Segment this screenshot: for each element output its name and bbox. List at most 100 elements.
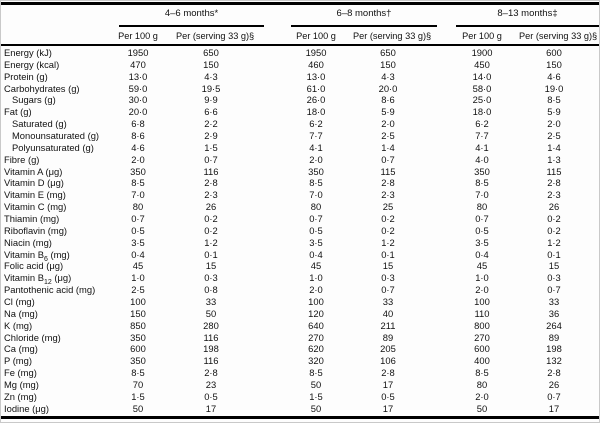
cell-value: 20·0 [128, 106, 148, 118]
cell-value: 0·5 [131, 224, 145, 236]
row-label: K (mg) [4, 319, 33, 331]
cell-value: 150 [203, 58, 219, 70]
cell-value: 116 [203, 165, 219, 177]
cell-value: 320 [308, 355, 324, 367]
column-group-header-6-8-months: 6–8 months† [336, 8, 392, 19]
cell-value: 58·0 [472, 82, 492, 94]
cell-value: 460 [308, 58, 324, 70]
cell-value: 13·0 [306, 70, 326, 82]
column-header-per100g: Per 100 g [296, 31, 336, 41]
table-row: Cl (mg) 100 33 100 33 100 33 [1, 296, 599, 308]
cell-value: 2·0 [475, 390, 489, 402]
table-row: Energy (kcal) 470 150 460 150 450 150 [1, 58, 599, 71]
cell-value: 20·0 [378, 82, 398, 94]
row-label: Sugars (g) [12, 94, 56, 106]
cell-value: 150 [546, 58, 562, 70]
cell-value: 2·8 [204, 177, 218, 189]
table-row: Riboflavin (mg) 0·5 0·2 0·5 0·2 0·5 0·2 [1, 224, 599, 237]
cell-value: 2·3 [381, 189, 395, 201]
cell-value: 0·7 [309, 213, 323, 225]
cell-value: 26 [548, 201, 560, 213]
cell-value: 0·1 [547, 248, 561, 260]
table-row: Vitamin C (mg) 80 26 80 25 80 26 [1, 201, 599, 213]
cell-value: 2·8 [381, 367, 395, 379]
cell-value: 18·0 [306, 106, 326, 118]
cell-value: 0·2 [547, 213, 561, 225]
row-label: Vitamin A (μg) [4, 165, 63, 177]
table-row: Energy (kJ) 1950 650 1950 650 1900 600 [1, 47, 599, 59]
cell-value: 7·0 [131, 189, 145, 201]
cell-value: 100 [130, 296, 146, 308]
row-label: Vitamin E (mg) [4, 189, 66, 201]
cell-value: 89 [382, 331, 394, 343]
cell-value: 8·5 [131, 177, 145, 189]
cell-value: 33 [548, 296, 560, 308]
cell-value: 40 [382, 307, 394, 319]
column-group-header-4-6-months: 4–6 months* [164, 8, 219, 19]
header-divider-rule [1, 44, 599, 46]
cell-value: 115 [546, 165, 562, 177]
cell-value: 2·8 [547, 367, 561, 379]
row-label: Mg (mg) [4, 379, 39, 391]
cell-value: 6·8 [131, 118, 145, 130]
column-group-header-8-13-months: 8–13 months‡ [497, 8, 558, 19]
cell-value: 350 [130, 355, 146, 367]
cell-value: 9·9 [204, 94, 218, 106]
cell-value: 120 [308, 307, 324, 319]
cell-value: 3·5 [131, 236, 145, 248]
table-row: Vitamin A (μg) 350 116 350 115 350 115 [1, 165, 599, 178]
row-label: Energy (kJ) [4, 47, 52, 58]
cell-value: 26·0 [306, 94, 326, 106]
cell-value: 45 [132, 260, 144, 272]
cell-value: 5·9 [547, 106, 561, 118]
table-row: Saturated (g) 6·8 2·2 6·2 2·0 6·2 2·0 [1, 118, 599, 130]
cell-value: 620 [308, 343, 324, 355]
cell-value: 6·6 [204, 106, 218, 118]
cell-value: 17 [205, 402, 217, 414]
table-row: Fat (g) 20·0 6·6 18·0 5·9 18·0 5·9 [1, 106, 599, 118]
cell-value: 0·5 [475, 224, 489, 236]
row-label: Folic acid (μg) [4, 260, 64, 272]
cell-value: 18·0 [472, 106, 492, 118]
cell-value: 8·5 [475, 367, 489, 379]
cell-value: 132 [546, 355, 562, 367]
cell-value: 19·0 [544, 82, 564, 94]
cell-value: 7·7 [309, 130, 323, 142]
row-label: Na (mg) [4, 307, 38, 319]
cell-value: 800 [474, 319, 490, 331]
cell-value: 115 [380, 165, 396, 177]
table-row: Fe (mg) 8·5 2·8 8·5 2·8 8·5 2·8 [1, 367, 599, 379]
table-row: P (mg) 350 116 320 106 400 132 [1, 355, 599, 367]
cell-value: 2·3 [547, 189, 561, 201]
cell-value: 5·9 [381, 106, 395, 118]
table-row: Folic acid (μg) 45 15 45 15 45 15 [1, 260, 599, 272]
cell-value: 270 [308, 331, 324, 343]
cell-value: 1·0 [131, 272, 145, 284]
cell-value: 45 [310, 260, 322, 272]
column-header-per-serving: Per (serving 33 g)§ [519, 31, 598, 41]
cell-value: 0·2 [547, 224, 561, 236]
column-header-per100g: Per 100 g [118, 31, 158, 41]
cell-value: 350 [130, 165, 146, 177]
cell-value: 1900 [471, 47, 493, 58]
cell-value: 0·2 [204, 213, 218, 225]
cell-value: 650 [203, 47, 219, 58]
row-label: Monounsaturated (g) [12, 130, 100, 142]
cell-value: 2·0 [309, 153, 323, 165]
cell-value: 1·5 [204, 141, 218, 153]
cell-value: 4·1 [309, 141, 323, 153]
cell-value: 0·7 [204, 153, 218, 165]
cell-value: 4·0 [475, 153, 489, 165]
cell-value: 100 [308, 296, 324, 308]
cell-value: 80 [310, 201, 322, 213]
cell-value: 50 [310, 379, 322, 391]
cell-value: 1950 [305, 47, 327, 58]
cell-value: 640 [308, 319, 324, 331]
cell-value: 116 [203, 331, 219, 343]
cell-value: 1·4 [381, 141, 395, 153]
row-label: Vitamin B12 (μg) [4, 272, 72, 287]
row-label: Zn (mg) [4, 390, 37, 402]
column-header-per-serving: Per (serving 33 g)§ [353, 31, 432, 41]
row-label: Polyunsaturated (g) [12, 141, 94, 153]
table-row: Na (mg) 150 50 120 40 110 36 [1, 307, 599, 320]
